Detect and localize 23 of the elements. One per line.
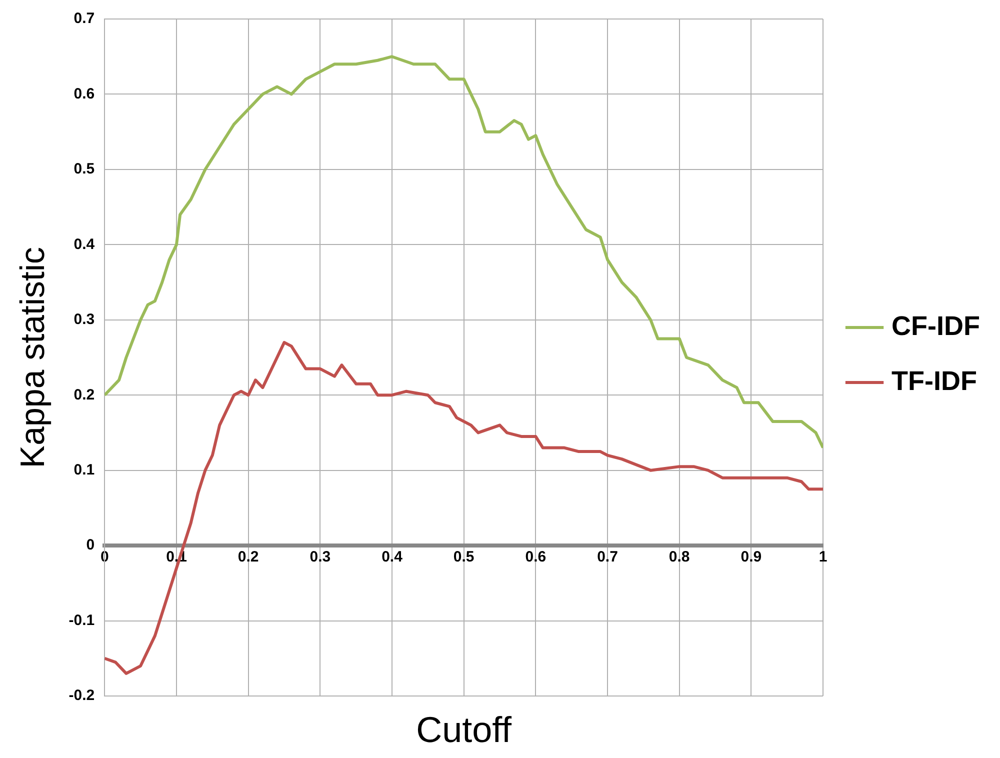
x-tick-label: 0.2 bbox=[238, 548, 259, 566]
y-tick-label: 0.6 bbox=[74, 85, 95, 102]
x-tick-label: 0.7 bbox=[597, 548, 618, 566]
y-tick-label: -0.2 bbox=[68, 687, 95, 704]
y-tick-label: 0.3 bbox=[74, 311, 95, 328]
x-tick-label: 0.6 bbox=[525, 548, 546, 566]
x-tick-label: 0.4 bbox=[382, 548, 404, 566]
y-tick-label: 0.4 bbox=[74, 236, 96, 253]
x-tick-label: 0.3 bbox=[310, 548, 331, 566]
x-axis-title: Cutoff bbox=[416, 708, 513, 750]
y-tick-label: 0 bbox=[86, 536, 95, 554]
y-tick-label: 0.1 bbox=[74, 461, 95, 478]
x-tick-label: 1 bbox=[818, 548, 828, 566]
x-tick-label: 0.9 bbox=[740, 548, 762, 566]
y-tick-label: -0.1 bbox=[68, 612, 95, 629]
x-tick-label: 0.5 bbox=[453, 548, 474, 566]
x-tick-label: 0.8 bbox=[668, 548, 690, 566]
legend-label: TF-IDF bbox=[892, 366, 978, 396]
y-axis-title: Kappa statistic bbox=[14, 246, 52, 468]
y-tick-label: 0.7 bbox=[74, 10, 95, 28]
y-tick-label: 0.2 bbox=[74, 386, 95, 404]
legend-label: CF-IDF bbox=[892, 310, 980, 341]
y-tick-label: 0.5 bbox=[74, 160, 95, 178]
